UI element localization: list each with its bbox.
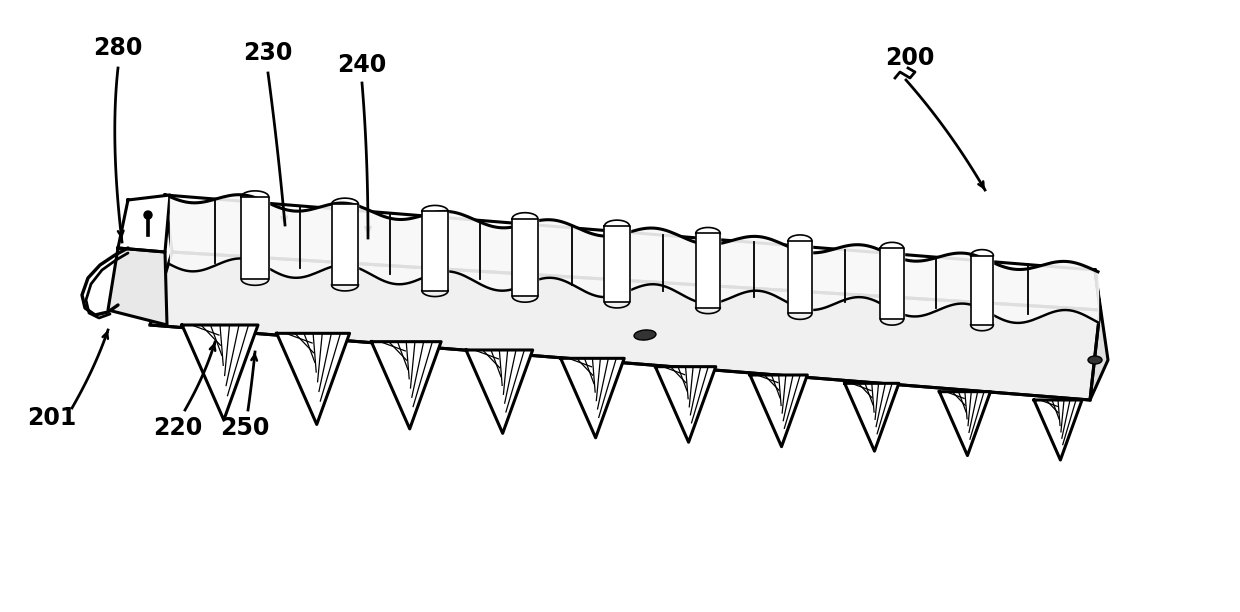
Polygon shape bbox=[1034, 400, 1083, 460]
Text: 280: 280 bbox=[93, 36, 143, 60]
Polygon shape bbox=[971, 256, 993, 325]
Polygon shape bbox=[604, 226, 630, 302]
Polygon shape bbox=[940, 392, 991, 455]
Polygon shape bbox=[1090, 270, 1109, 400]
Polygon shape bbox=[108, 248, 167, 325]
Polygon shape bbox=[150, 252, 1100, 400]
Polygon shape bbox=[696, 234, 720, 308]
Text: 240: 240 bbox=[337, 53, 387, 77]
Polygon shape bbox=[331, 204, 358, 285]
Polygon shape bbox=[512, 218, 538, 296]
Polygon shape bbox=[242, 197, 269, 279]
Polygon shape bbox=[655, 367, 715, 442]
Text: 201: 201 bbox=[27, 406, 77, 430]
Ellipse shape bbox=[1087, 356, 1102, 364]
Polygon shape bbox=[844, 383, 899, 451]
Ellipse shape bbox=[634, 330, 656, 340]
Text: 220: 220 bbox=[154, 416, 202, 440]
Polygon shape bbox=[182, 325, 258, 420]
Polygon shape bbox=[466, 350, 533, 433]
Polygon shape bbox=[560, 359, 624, 438]
Polygon shape bbox=[880, 248, 904, 319]
Polygon shape bbox=[789, 241, 812, 313]
Circle shape bbox=[144, 211, 153, 219]
Text: 250: 250 bbox=[221, 416, 269, 440]
Polygon shape bbox=[750, 375, 807, 447]
Polygon shape bbox=[277, 334, 350, 425]
Polygon shape bbox=[422, 211, 448, 291]
Text: 230: 230 bbox=[243, 41, 293, 65]
Text: 200: 200 bbox=[885, 46, 935, 70]
Polygon shape bbox=[371, 341, 441, 429]
Polygon shape bbox=[165, 195, 1100, 310]
Polygon shape bbox=[118, 195, 170, 252]
